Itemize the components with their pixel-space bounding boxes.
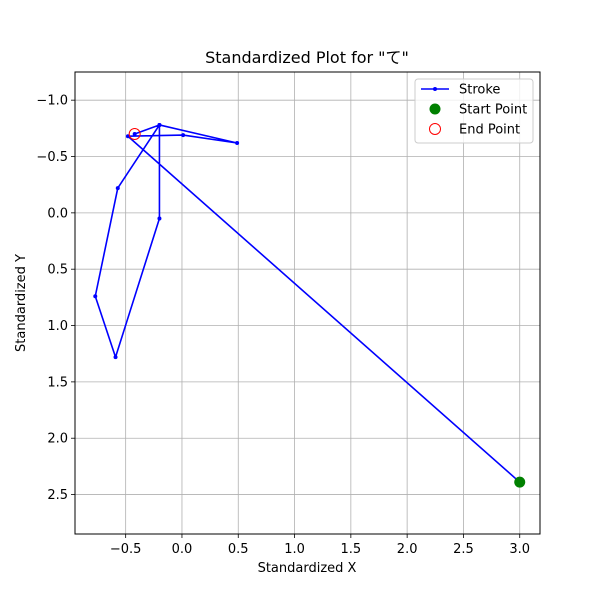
y-axis-label: Standardized Y: [14, 254, 29, 352]
x-tick-label: 3.0: [509, 542, 530, 557]
legend-end-marker: [429, 123, 441, 135]
y-tick-label: 1.0: [47, 319, 68, 334]
x-tick-label: 1.0: [284, 542, 305, 557]
legend-end-label: End Point: [459, 123, 520, 138]
chart-title: Standardized Plot for "て": [205, 48, 409, 67]
y-tick-label: 0.5: [47, 263, 68, 278]
y-tick-label: 1.5: [47, 375, 68, 390]
series-layer: [93, 122, 526, 488]
stroke-point: [132, 131, 137, 136]
legend-stroke-marker: [433, 87, 437, 91]
y-tick-label: −0.5: [36, 150, 68, 165]
plot-frame: [74, 71, 541, 535]
y-tick-label: 2.5: [47, 488, 68, 503]
x-tick-label: 2.5: [453, 542, 474, 557]
stroke-point: [113, 355, 118, 360]
x-tick-label: 0.5: [228, 542, 249, 557]
legend-start-marker: [429, 103, 441, 115]
y-tick-label: 0.0: [47, 206, 68, 221]
stroke-point: [115, 186, 120, 191]
stroke-point: [157, 122, 162, 127]
x-tick-label: −0.5: [110, 542, 142, 557]
y-tick-label: −1.0: [36, 94, 68, 109]
legend-start-label: Start Point: [459, 103, 527, 118]
stroke-point: [235, 140, 240, 145]
y-tick-label: 2.0: [47, 432, 68, 447]
x-ticks: −0.5 0.0 0.5 1.0 1.5 2.0 2.5 3.0: [110, 534, 530, 557]
x-tick-label: 2.0: [397, 542, 418, 557]
stroke-point: [93, 294, 98, 299]
x-tick-label: 0.0: [172, 542, 193, 557]
x-tick-label: 1.5: [341, 542, 362, 557]
legend: Stroke Start Point End Point: [414, 78, 534, 144]
x-axis-label: Standardized X: [258, 561, 357, 576]
start-point-marker: [514, 476, 526, 488]
legend-box: [414, 78, 534, 144]
stroke-point: [157, 216, 162, 221]
end-point-marker: [128, 127, 141, 140]
y-ticks: −1.0 −0.5 0.0 0.5 1.0 1.5 2.0 2.5: [36, 94, 75, 503]
legend-stroke-label: Stroke: [459, 83, 500, 98]
grid-lines: [75, 72, 540, 534]
stroke-point: [181, 133, 186, 138]
